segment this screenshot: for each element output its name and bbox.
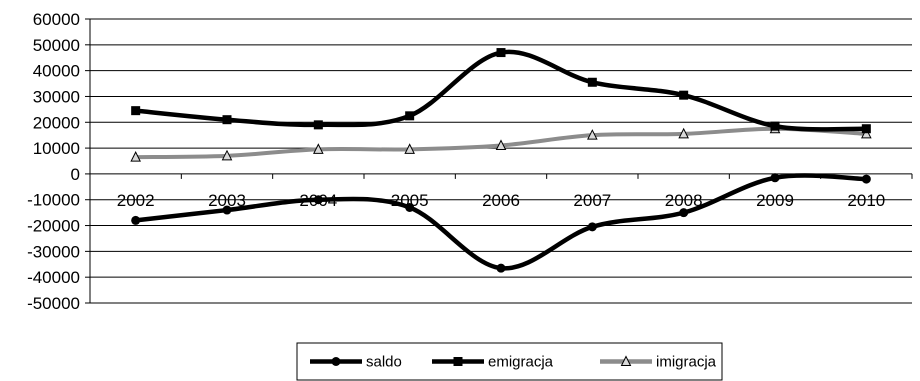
series-line-emigracja [133, 49, 869, 132]
legend: saldo emigracja imigracja [296, 342, 723, 381]
x-axis: 200220032004200520062007200820092010 [89, 173, 913, 210]
series-line-saldo [133, 173, 869, 271]
series-saldo [131, 173, 871, 273]
y-tick-label: 60000 [33, 10, 80, 29]
data-point-emigracja [313, 120, 323, 130]
data-point-saldo [861, 174, 871, 184]
data-point-imigracja [313, 143, 324, 154]
series-group [130, 48, 872, 273]
x-tick-label: 2009 [756, 191, 794, 210]
x-tick-label: 2006 [482, 191, 520, 210]
series-imigracja [130, 122, 872, 162]
data-point-emigracja [131, 106, 141, 116]
x-tick-label: 2010 [847, 191, 885, 210]
data-point-emigracja [770, 121, 780, 131]
data-point-imigracja [495, 139, 507, 151]
x-tick-label: 2002 [117, 191, 155, 210]
data-point-imigracja [587, 129, 598, 140]
y-tick-label: 30000 [33, 87, 80, 106]
x-tick-label: 2007 [573, 191, 611, 210]
data-point-saldo [405, 202, 415, 212]
y-tick-label: 50000 [33, 36, 80, 55]
data-point-emigracja [587, 77, 597, 87]
legend-swatch-marker [453, 357, 463, 366]
data-point-imigracja [678, 127, 689, 139]
data-point-emigracja [405, 111, 415, 121]
data-point-imigracja [130, 151, 141, 162]
data-point-saldo [496, 263, 506, 273]
data-point-saldo [313, 195, 323, 205]
data-point-imigracja [861, 127, 872, 139]
data-point-imigracja [404, 143, 415, 154]
y-tick-label: -20000 [27, 217, 80, 236]
legend-label: emigracja [488, 354, 554, 371]
y-tick-label: 20000 [33, 113, 80, 132]
legend-label: saldo [366, 354, 402, 371]
data-point-emigracja [496, 48, 506, 58]
series-emigracja [131, 48, 871, 134]
y-tick-label: 0 [71, 165, 80, 184]
x-tick-label: 2008 [665, 191, 703, 210]
gridlines [90, 18, 912, 304]
y-axis: 60000 50000 40000 30000 20000 10000 0 -10000 -20… [27, 10, 91, 313]
data-point-saldo [587, 222, 597, 232]
legend-label: imigracja [656, 354, 717, 371]
data-point-saldo [131, 215, 141, 225]
data-point-saldo [679, 208, 689, 218]
y-tick-label: 40000 [33, 62, 80, 81]
y-tick-label: -10000 [27, 191, 80, 210]
y-tick-label: -30000 [27, 242, 80, 261]
legend-swatch-marker [620, 355, 632, 366]
x-tick-label: 2003 [208, 191, 246, 210]
data-point-emigracja [222, 115, 232, 125]
data-point-saldo [770, 173, 780, 183]
y-tick-label: -50000 [27, 294, 80, 313]
legend-entry-imigracja: imigracja [600, 354, 717, 371]
legend-entry-saldo: saldo [310, 354, 402, 371]
data-point-emigracja [861, 124, 871, 134]
legend-swatch-marker [331, 357, 341, 366]
y-tick-label: 10000 [33, 139, 80, 158]
data-point-imigracja [221, 149, 233, 161]
data-point-emigracja [679, 90, 689, 100]
legend-entry-emigracja: emigracja [432, 354, 554, 371]
data-point-saldo [222, 205, 232, 215]
y-tick-label: -40000 [27, 268, 80, 287]
